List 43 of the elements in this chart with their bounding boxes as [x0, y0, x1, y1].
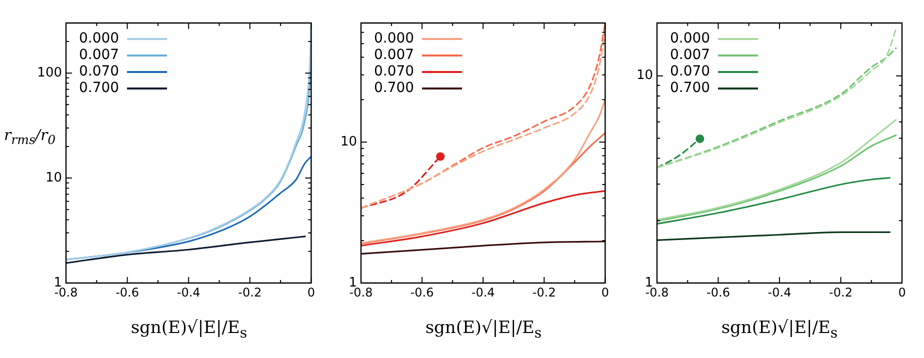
x-tick-label: -0.6: [706, 285, 730, 300]
x-tick-label: 0: [898, 285, 906, 300]
x-tick-label: -0.8: [349, 285, 373, 300]
x-tick-label: -0.8: [54, 285, 78, 300]
legend-label: 0.070: [79, 64, 120, 80]
legend-label: 0.000: [79, 30, 120, 47]
legend-label: 0.700: [374, 80, 414, 96]
legend-label: 0.007: [670, 47, 710, 64]
y-tick-label: 10: [636, 68, 653, 84]
line-series: [657, 134, 897, 222]
x-tick-label: -0.2: [829, 285, 852, 300]
line-series: [361, 240, 606, 255]
line-series: [361, 132, 606, 245]
legend-label: 0.700: [670, 80, 710, 96]
y-axis-title: r$_{rms}$/r$_{0}$: [4, 126, 56, 147]
x-axis-title: sgn(E)√|E|/E$_{s}$: [425, 318, 542, 342]
y-tick-label: 10: [45, 170, 62, 186]
x-tick-label: -0.2: [532, 285, 556, 300]
legend-label: 0.007: [374, 47, 414, 64]
legend-label: 0.000: [670, 30, 710, 47]
line-series: [657, 119, 897, 221]
y-tick-label: 10: [340, 134, 357, 150]
line-series: [361, 190, 606, 246]
legend-label: 0.700: [79, 80, 120, 96]
x-tick-label: -0.4: [768, 285, 792, 300]
x-axis-title: sgn(E)√|E|/E$_{s}$: [130, 318, 248, 342]
legend-label: 0.070: [670, 64, 710, 80]
legend-label: 0.007: [79, 47, 120, 64]
x-tick-label: 0: [307, 285, 316, 300]
line-series: [361, 98, 606, 244]
legend-label: 0.070: [374, 64, 414, 80]
x-tick-label: -0.6: [116, 285, 140, 300]
x-tick-label: -0.4: [176, 285, 200, 300]
y-tick-label: 100: [37, 65, 62, 80]
x-axis-title: sgn(E)√|E|/E$_{s}$: [721, 318, 838, 342]
legend-label: 0.000: [374, 30, 414, 47]
line-series: [66, 236, 306, 264]
x-tick-label: -0.4: [471, 285, 495, 300]
x-tick-label: -0.6: [410, 285, 434, 300]
x-tick-label: -0.8: [645, 285, 669, 300]
x-tick-label: 0: [601, 285, 610, 300]
line-series: [657, 177, 891, 225]
x-tick-label: -0.2: [238, 285, 262, 300]
